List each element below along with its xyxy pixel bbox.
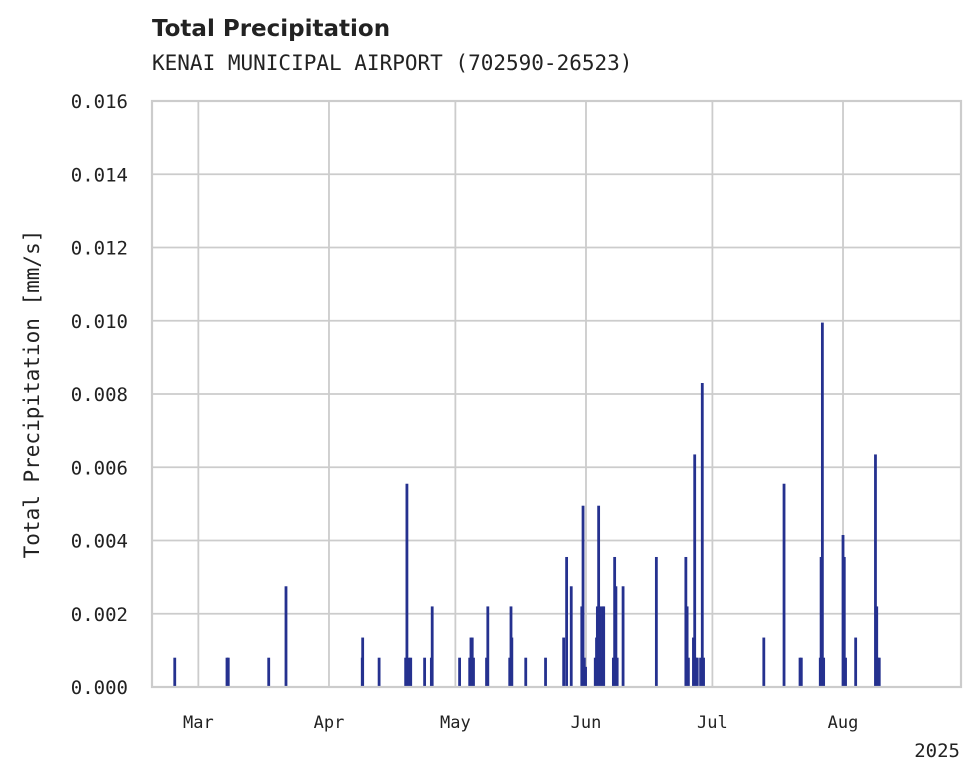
- precipitation-bar: [361, 637, 365, 687]
- precipitation-bar: [284, 586, 288, 687]
- y-tick-label: 0.012: [71, 238, 128, 260]
- precipitation-bar: [686, 657, 690, 687]
- year-label: 2025: [914, 740, 960, 762]
- x-tick-label: Mar: [183, 713, 214, 733]
- y-tick-label: 0.016: [71, 91, 128, 113]
- precipitation-bar: [472, 657, 475, 687]
- precipitation-bar: [822, 657, 826, 687]
- y-tick-label: 0.004: [71, 531, 128, 553]
- precipitation-bar: [875, 606, 879, 687]
- precipitation-bar: [693, 454, 697, 687]
- precipitation-bar: [782, 483, 786, 687]
- precipitation-bar: [799, 657, 803, 687]
- precipitation-bar: [842, 556, 846, 687]
- grid: [152, 100, 961, 688]
- precipitation-bar: [267, 657, 271, 687]
- precipitation-bar: [621, 586, 625, 687]
- precipitation-bar: [877, 657, 881, 687]
- precipitation-bar: [854, 637, 858, 687]
- precipitation-bar: [615, 657, 619, 687]
- precipitation-bar: [584, 666, 587, 687]
- x-tick-label: Jul: [697, 713, 728, 733]
- precipitation-bar: [173, 657, 177, 687]
- precipitation-bar: [409, 657, 413, 687]
- plot-frame: [150, 99, 963, 689]
- precipitation-bar: [844, 657, 847, 687]
- precipitation-bar: [377, 657, 381, 687]
- precipitation-bar: [562, 637, 566, 687]
- x-tick-labels: Mar Apr May Jun Jul Aug: [183, 713, 858, 733]
- precipitation-bar: [762, 637, 766, 687]
- precipitation-bar: [614, 586, 618, 687]
- chart-title: Total Precipitation: [152, 16, 391, 42]
- precipitation-bar: [407, 657, 411, 687]
- precipitation-bar: [874, 454, 877, 687]
- precipitation-bar: [226, 657, 230, 687]
- precipitation-bar: [695, 657, 699, 687]
- precipitation-bar: [654, 556, 658, 687]
- precipitation-bar: [581, 505, 585, 687]
- chart-subtitle: KENAI MUNICIPAL AIRPORT (702590-26523): [152, 51, 633, 75]
- x-tick-label: Jun: [571, 713, 602, 733]
- precipitation-bar: [524, 657, 528, 687]
- precipitation-bar: [458, 657, 461, 687]
- y-tick-label: 0.014: [71, 164, 128, 186]
- y-tick-label: 0.008: [71, 384, 128, 406]
- precipitation-bar: [569, 586, 573, 687]
- y-tick-label: 0.002: [71, 604, 128, 626]
- precipitation-bar: [685, 606, 689, 687]
- precipitation-bar: [430, 606, 434, 687]
- precipitation-bar: [602, 606, 606, 687]
- y-tick-label: 0.000: [71, 677, 128, 699]
- precipitation-bar: [405, 483, 409, 687]
- y-tick-label: 0.006: [71, 457, 128, 479]
- x-tick-label: May: [440, 713, 471, 733]
- precipitation-bar: [820, 322, 824, 687]
- y-axis-label: Total Precipitation [mm/s]: [20, 230, 44, 559]
- bars: [173, 322, 881, 687]
- precipitation-bar: [699, 657, 703, 687]
- precipitation-bar: [700, 383, 704, 687]
- precipitation-bar: [597, 505, 601, 687]
- precipitation-bar: [544, 657, 547, 687]
- precipitation-bar: [486, 606, 490, 687]
- y-tick-labels: 0.000 0.002 0.004 0.006 0.008 0.010 0.012 0.014…: [71, 91, 128, 699]
- x-tick-label: Aug: [828, 713, 859, 733]
- precipitation-bar: [510, 637, 514, 687]
- x-tick-label: Apr: [314, 713, 345, 733]
- precipitation-bar: [598, 606, 602, 687]
- precipitation-bar: [702, 657, 705, 687]
- precipitation-bar: [423, 657, 427, 687]
- precipitation-bar: [565, 556, 569, 687]
- y-tick-label: 0.010: [71, 311, 128, 333]
